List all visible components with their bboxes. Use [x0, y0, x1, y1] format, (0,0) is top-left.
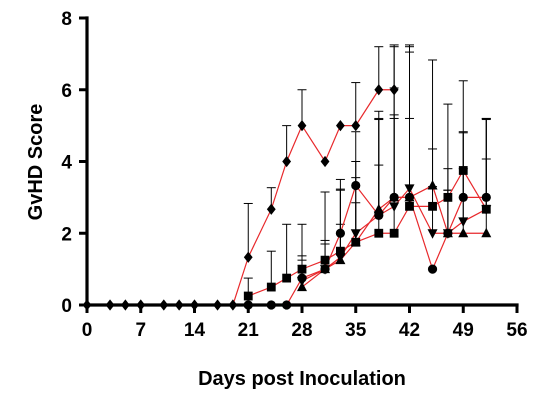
- data-point-square: [443, 192, 453, 202]
- x-tick-label: 49: [453, 320, 474, 341]
- data-point-square: [389, 228, 399, 238]
- data-point-triangle-down: [350, 229, 361, 239]
- data-point-triangle-up: [427, 180, 438, 190]
- series-markers: [82, 84, 492, 311]
- data-point-triangle-down: [389, 202, 400, 212]
- data-point-triangle-up: [297, 281, 307, 292]
- x-tick-label: 0: [82, 320, 93, 341]
- x-tick-label: 56: [506, 320, 527, 341]
- data-point-square: [458, 166, 468, 175]
- data-point-diamond: [351, 120, 361, 132]
- data-point-circle: [351, 180, 361, 191]
- data-point-diamond: [297, 120, 307, 132]
- data-point-triangle-up: [389, 191, 400, 202]
- data-point-square: [320, 255, 330, 265]
- ticks: 0 7 14 21 28 35 42 49 56 0 2 4 6 8: [61, 9, 527, 341]
- error-bars: [243, 44, 491, 297]
- data-point-square: [428, 201, 437, 211]
- y-tick-label: 2: [61, 224, 72, 245]
- data-point-square: [405, 201, 414, 211]
- data-point-diamond: [374, 84, 384, 96]
- data-point-circle: [335, 228, 345, 238]
- data-point-triangle-down: [404, 184, 415, 194]
- data-point-triangle-down: [458, 217, 469, 227]
- data-point-triangle-up: [404, 191, 415, 202]
- data-point-triangle-up: [350, 236, 361, 247]
- data-point-diamond: [282, 155, 292, 168]
- data-point-diamond: [266, 203, 276, 215]
- series-line-diamond: [87, 89, 395, 306]
- x-tick-label: 28: [291, 320, 312, 341]
- y-tick-label: 6: [61, 81, 72, 102]
- x-tick-label: 35: [345, 320, 367, 341]
- data-point-triangle-up: [458, 227, 469, 238]
- data-point-square: [266, 282, 276, 292]
- y-tick-label: 0: [61, 296, 72, 317]
- y-axis-title: GvHD Score: [25, 104, 47, 221]
- data-point-circle: [458, 192, 468, 202]
- y-tick-label: 8: [61, 9, 72, 30]
- data-point-triangle-up: [442, 227, 453, 238]
- data-point-square: [335, 246, 345, 256]
- x-axis-title: Days post Inoculation: [198, 368, 406, 390]
- data-point-square: [243, 291, 253, 301]
- data-point-diamond: [335, 120, 345, 132]
- data-point-diamond: [243, 251, 253, 263]
- data-point-square: [297, 264, 307, 274]
- data-point-triangle-up: [335, 254, 346, 265]
- data-point-diamond: [389, 84, 399, 96]
- data-point-circle: [427, 264, 438, 274]
- data-point-circle: [481, 192, 491, 202]
- x-tick-label: 14: [184, 320, 206, 341]
- data-point-triangle-up: [320, 263, 331, 274]
- data-point-triangle-down: [373, 211, 384, 221]
- data-point-triangle-up: [481, 227, 492, 238]
- data-point-triangle-up: [373, 203, 384, 214]
- x-tick-label: 7: [135, 320, 146, 341]
- series-line-circle: [248, 184, 487, 306]
- data-point-square: [374, 228, 384, 238]
- x-tick-label: 42: [399, 320, 420, 341]
- y-tick-label: 4: [61, 153, 72, 174]
- data-point-square: [282, 273, 292, 283]
- data-point-diamond: [320, 155, 330, 168]
- data-point-triangle-down: [481, 205, 492, 215]
- x-tick-label: 21: [238, 320, 260, 341]
- data-point-triangle-down: [427, 229, 438, 239]
